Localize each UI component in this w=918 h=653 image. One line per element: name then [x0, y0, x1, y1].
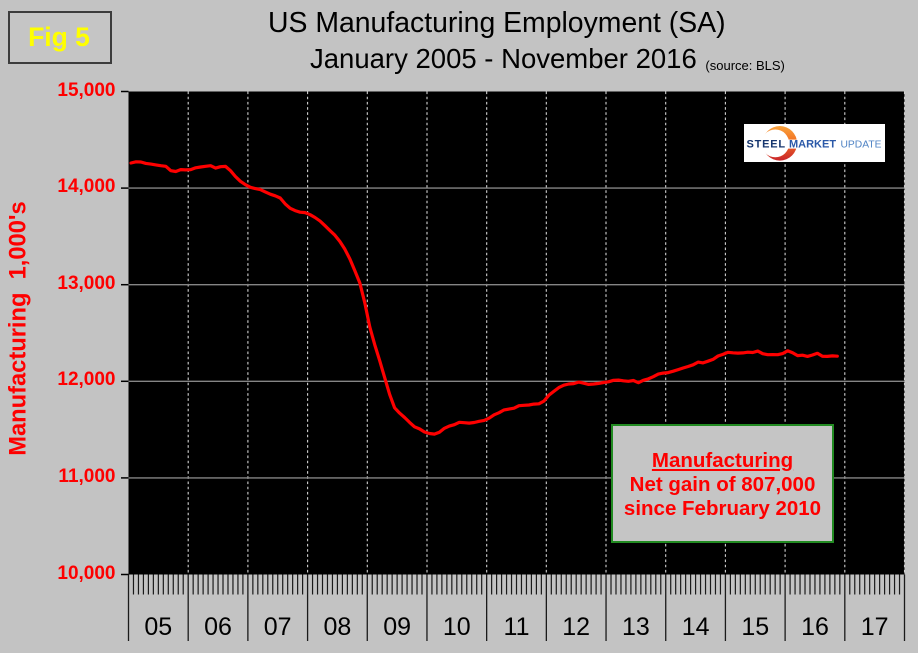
svg-text:MARKET: MARKET	[789, 138, 836, 150]
svg-text:UPDATE: UPDATE	[841, 139, 882, 150]
svg-text:STEEL: STEEL	[747, 138, 786, 150]
